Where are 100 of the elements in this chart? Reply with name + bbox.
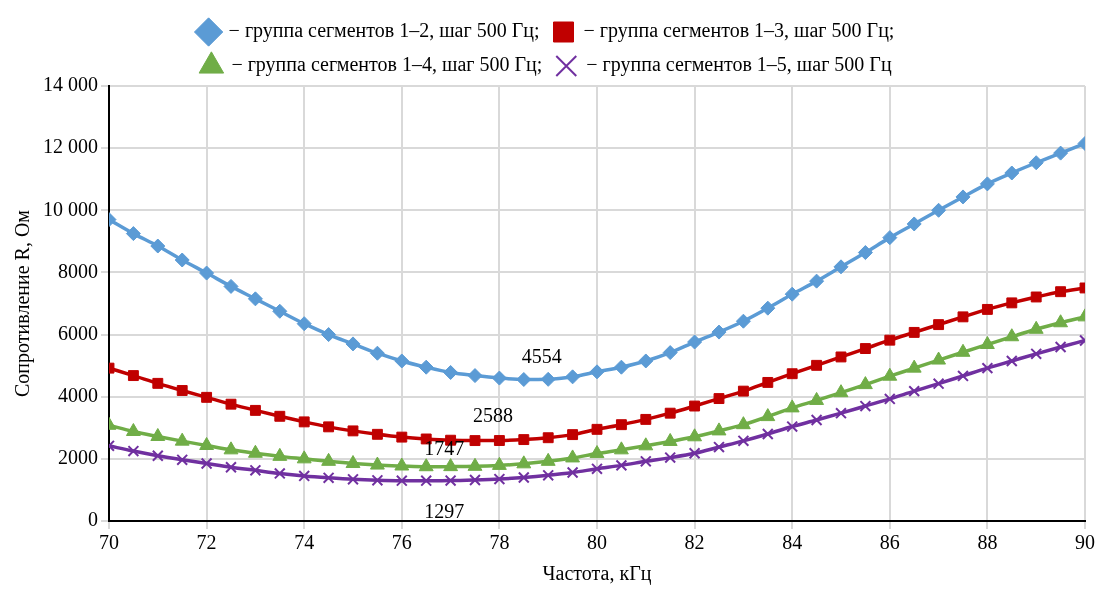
point xyxy=(443,458,459,472)
point xyxy=(371,428,383,440)
point xyxy=(687,428,703,442)
point xyxy=(835,407,847,420)
x-tick-label: 76 xyxy=(391,531,412,554)
x-tick-label: 72 xyxy=(196,531,217,554)
legend-label: − группа сегментов 1–5, шаг 500 Гц xyxy=(586,53,892,77)
point xyxy=(247,291,263,307)
x-tick-label: 90 xyxy=(1075,531,1095,554)
x-tick-label: 74 xyxy=(294,531,315,554)
point xyxy=(638,437,654,451)
y-tick-label: 12 000 xyxy=(43,135,98,158)
point xyxy=(249,404,261,416)
point xyxy=(713,393,725,405)
point xyxy=(760,300,776,316)
point xyxy=(640,413,652,425)
legend-label: − группа сегментов 1–4, шаг 500 Гц; xyxy=(231,53,543,77)
point xyxy=(1028,320,1044,334)
point xyxy=(296,450,312,464)
point xyxy=(517,471,530,484)
point xyxy=(296,316,312,332)
point xyxy=(469,435,481,447)
y-tick-label: 4000 xyxy=(58,383,98,406)
point xyxy=(150,238,166,254)
point xyxy=(981,303,993,315)
point xyxy=(859,400,872,412)
point xyxy=(711,422,727,436)
point xyxy=(955,189,971,205)
legend-label: − группа сегментов 1–2, шаг 500 Гц; xyxy=(228,19,540,43)
point xyxy=(469,474,481,486)
point xyxy=(613,359,629,375)
point xyxy=(518,434,530,446)
point xyxy=(591,462,603,475)
point xyxy=(347,473,359,486)
point xyxy=(127,445,140,458)
point xyxy=(664,407,676,419)
point xyxy=(784,399,800,413)
point xyxy=(638,353,654,369)
point xyxy=(272,447,288,461)
point xyxy=(737,385,749,397)
point xyxy=(1030,291,1042,303)
point xyxy=(955,343,971,357)
point xyxy=(176,453,189,466)
point xyxy=(176,385,188,396)
point xyxy=(811,359,823,371)
point xyxy=(882,367,898,381)
point xyxy=(321,327,337,343)
y-tick-label: 14 000 xyxy=(43,73,98,96)
point xyxy=(981,362,994,375)
point xyxy=(810,414,823,426)
point xyxy=(1054,341,1067,353)
point xyxy=(394,353,410,369)
x-tick-label: 88 xyxy=(977,531,998,554)
point xyxy=(395,474,408,487)
point xyxy=(713,441,725,453)
point xyxy=(762,376,774,388)
point xyxy=(516,455,532,469)
point xyxy=(418,359,434,375)
point xyxy=(931,351,947,365)
point xyxy=(369,456,385,470)
point xyxy=(394,457,410,471)
y-tick-label: 6000 xyxy=(58,321,98,344)
point xyxy=(566,466,579,479)
point xyxy=(833,384,849,398)
point xyxy=(589,445,605,459)
point xyxy=(347,425,359,437)
point xyxy=(345,455,361,469)
point xyxy=(906,216,922,232)
point xyxy=(174,252,190,268)
annotation: 1297 xyxy=(424,499,465,522)
point xyxy=(859,343,871,354)
point xyxy=(786,420,799,433)
point xyxy=(615,419,627,431)
point xyxy=(565,449,581,463)
point xyxy=(565,369,581,385)
point xyxy=(615,459,628,472)
x-tick-label: 82 xyxy=(684,531,705,554)
point xyxy=(420,474,433,487)
point xyxy=(174,432,190,446)
point xyxy=(906,359,922,373)
point xyxy=(857,376,873,390)
point xyxy=(760,408,776,422)
y-tick-label: 0 xyxy=(88,508,98,531)
point xyxy=(979,176,995,192)
point xyxy=(199,265,215,281)
point xyxy=(1005,355,1018,367)
point xyxy=(369,345,385,361)
point xyxy=(371,474,384,487)
point xyxy=(957,369,969,382)
point xyxy=(664,451,677,464)
point xyxy=(322,471,335,484)
point xyxy=(150,427,166,441)
point xyxy=(418,458,434,472)
point xyxy=(516,372,532,387)
point xyxy=(908,326,920,338)
point xyxy=(249,464,262,477)
point xyxy=(443,364,459,380)
point xyxy=(323,421,335,433)
point xyxy=(542,432,554,444)
point xyxy=(835,351,847,363)
